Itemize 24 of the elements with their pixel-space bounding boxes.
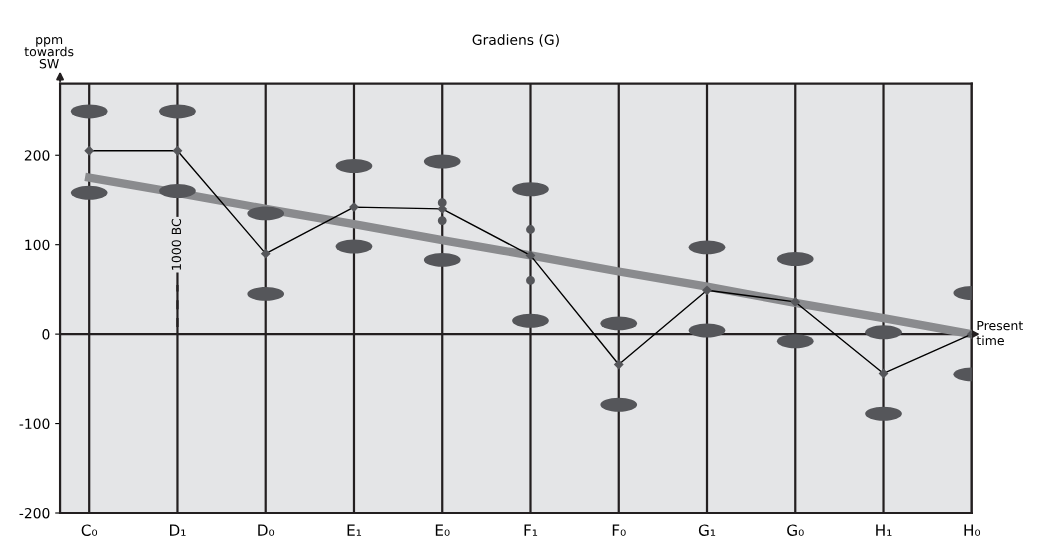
y-tick-label: -200 (19, 507, 50, 519)
point (437, 216, 447, 225)
x-tick-label: C₀ (81, 524, 98, 536)
point (526, 276, 535, 285)
x-tick-label: D₀ (258, 524, 275, 536)
x-tick-label: F₀ (612, 524, 626, 536)
y-tick-label: 200 (24, 150, 50, 161)
chart-title: Gradiens (G) (472, 34, 559, 47)
x-tick-label: H₁ (876, 524, 892, 536)
y-tick-label: 0 (42, 329, 50, 340)
y-tick-label: 100 (25, 239, 50, 251)
x-tick-label: G₀ (787, 524, 804, 536)
ref-line-label: Present time (976, 320, 1023, 346)
x-tick-label: H₀ (964, 524, 981, 536)
x-tick-label: E₁ (347, 524, 362, 536)
x-tick-label: E₀ (435, 524, 450, 536)
x-tick-label: G₁ (698, 524, 716, 536)
ref-line-label: 1000 BC (171, 218, 182, 270)
y-tick-label: -100 (19, 418, 50, 430)
point (437, 198, 447, 208)
x-tick-label: D₁ (170, 524, 186, 536)
x-tick-label: F₁ (524, 524, 538, 536)
point (526, 225, 535, 234)
y-axis-title: ppm towards SW (24, 37, 74, 69)
